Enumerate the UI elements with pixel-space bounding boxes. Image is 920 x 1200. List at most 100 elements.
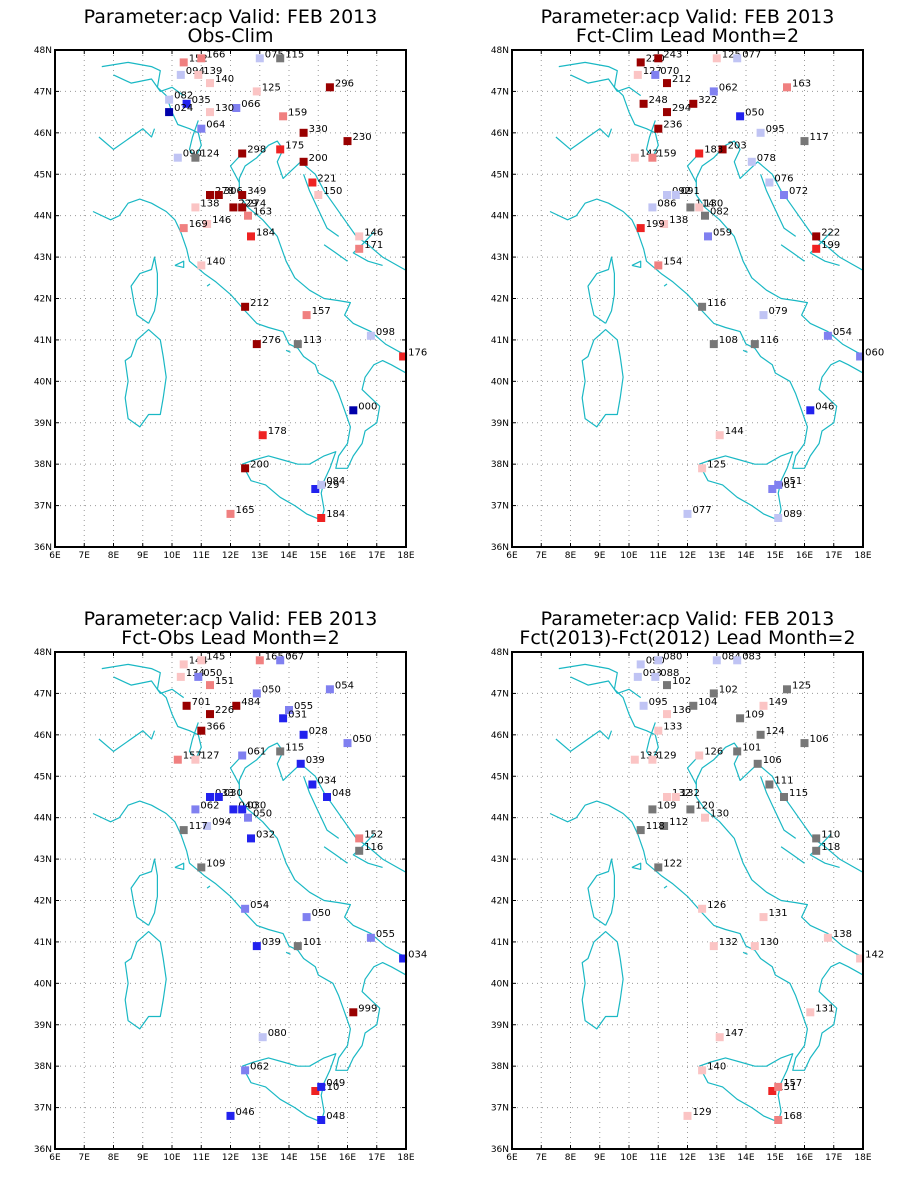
coastline-segment [92, 800, 406, 1071]
station-value-label: 222 [821, 227, 840, 238]
station-marker [753, 759, 762, 768]
station-value-label: 116 [707, 298, 726, 309]
station-value-label: 064 [206, 120, 225, 131]
coastline-segment [760, 174, 797, 237]
coastline-segment [238, 140, 406, 356]
coastline-segment [698, 1053, 794, 1123]
station-value-label: 120 [695, 800, 714, 811]
station-value-label: 165 [265, 651, 284, 662]
station-marker [806, 406, 815, 415]
station-value-label: 106 [810, 734, 829, 745]
station-value-label: 159 [288, 107, 307, 118]
x-tick-label: 6E [506, 1153, 518, 1163]
station-marker [712, 54, 721, 63]
station-value-label: 079 [769, 306, 788, 317]
station-value-label: 109 [206, 858, 225, 869]
station-marker [654, 656, 663, 665]
station-value-label: 117 [189, 821, 208, 832]
y-tick-label: 45N [34, 170, 52, 180]
x-tick-label: 8E [565, 1153, 577, 1163]
station-value-label: 221 [317, 174, 336, 185]
station-marker [173, 755, 182, 764]
coastline-segment [206, 283, 211, 287]
station-marker [733, 747, 742, 756]
station-marker [349, 1008, 358, 1017]
coastline-segment [686, 755, 700, 785]
x-tick-label: 17E [825, 1153, 842, 1163]
station-marker [698, 904, 707, 913]
station-marker [686, 805, 695, 814]
station-value-label: 306 [224, 186, 243, 197]
station-value-label: 199 [646, 219, 665, 230]
x-tick-label: 15E [310, 1153, 327, 1163]
station-value-label: 050 [312, 908, 331, 919]
station-value-label: 108 [719, 335, 738, 346]
station-value-label: 110 [821, 829, 840, 840]
station-marker [317, 1082, 326, 1091]
y-tick-label: 43N [34, 253, 52, 263]
station-marker [302, 913, 311, 922]
y-tick-label: 37N [34, 502, 52, 512]
y-tick-label: 39N [491, 419, 509, 429]
station-value-label: 125 [792, 680, 811, 691]
station-value-label: 109 [657, 800, 676, 811]
x-tick-label: 14E [737, 551, 754, 561]
station-marker [780, 793, 788, 801]
x-tick-label: 16E [339, 551, 356, 561]
station-value-label: 168 [783, 1111, 802, 1122]
x-tick-label: 14E [737, 1153, 754, 1163]
station-markers: 0900800840830930881021251020951041491361… [630, 651, 884, 1124]
station-marker [238, 805, 247, 814]
station-value-label: 067 [285, 651, 304, 662]
station-value-label: 049 [326, 1078, 345, 1089]
station-value-label: 061 [777, 480, 796, 491]
station-value-label: 059 [713, 227, 732, 238]
station-marker [689, 701, 698, 710]
station-marker [238, 191, 247, 199]
x-tick-label: 13E [708, 1153, 725, 1163]
y-tick-label: 46N [491, 731, 509, 741]
station-value-label: 095 [766, 124, 785, 135]
station-value-label: 229 [238, 198, 257, 209]
coastline-segment [695, 742, 863, 958]
station-marker [660, 822, 669, 830]
station-marker [701, 813, 709, 822]
station-marker [636, 660, 645, 669]
coastline-segment [558, 663, 659, 761]
station-marker [654, 863, 663, 872]
station-marker [252, 942, 261, 951]
station-marker [654, 54, 663, 63]
station-marker [718, 145, 727, 154]
station-value-label: 089 [783, 509, 802, 520]
y-tick-label: 47N [34, 689, 52, 699]
station-value-label: 115 [285, 742, 304, 753]
station-marker [654, 726, 663, 735]
station-marker [756, 730, 765, 739]
x-tick-label: 16E [796, 551, 813, 561]
station-marker [663, 710, 671, 719]
x-tick-label: 13E [708, 551, 725, 561]
station-marker [293, 340, 302, 349]
station-marker [311, 1087, 320, 1095]
station-marker [698, 1066, 707, 1075]
station-marker [648, 153, 657, 162]
y-tick-label: 39N [34, 419, 52, 429]
station-value-label: 147 [725, 1028, 744, 1039]
station-value-label: 146 [364, 227, 383, 238]
station-marker [698, 302, 707, 311]
station-marker [633, 70, 642, 79]
station-value-label: 278 [215, 186, 234, 197]
station-marker [683, 509, 692, 518]
station-value-label: 078 [757, 153, 776, 164]
station-value-label: 169 [189, 219, 208, 230]
station-value-label: 083 [742, 651, 761, 662]
station-marker [255, 656, 264, 665]
y-tick-label: 41N [34, 938, 52, 948]
station-marker [709, 942, 718, 951]
coastline-segment [570, 676, 642, 699]
station-value-label: 076 [774, 174, 793, 185]
station-value-label: 050 [203, 668, 222, 679]
panel-title: Parameter:acp Valid: FEB 2013 [84, 6, 378, 28]
station-marker [698, 464, 707, 473]
